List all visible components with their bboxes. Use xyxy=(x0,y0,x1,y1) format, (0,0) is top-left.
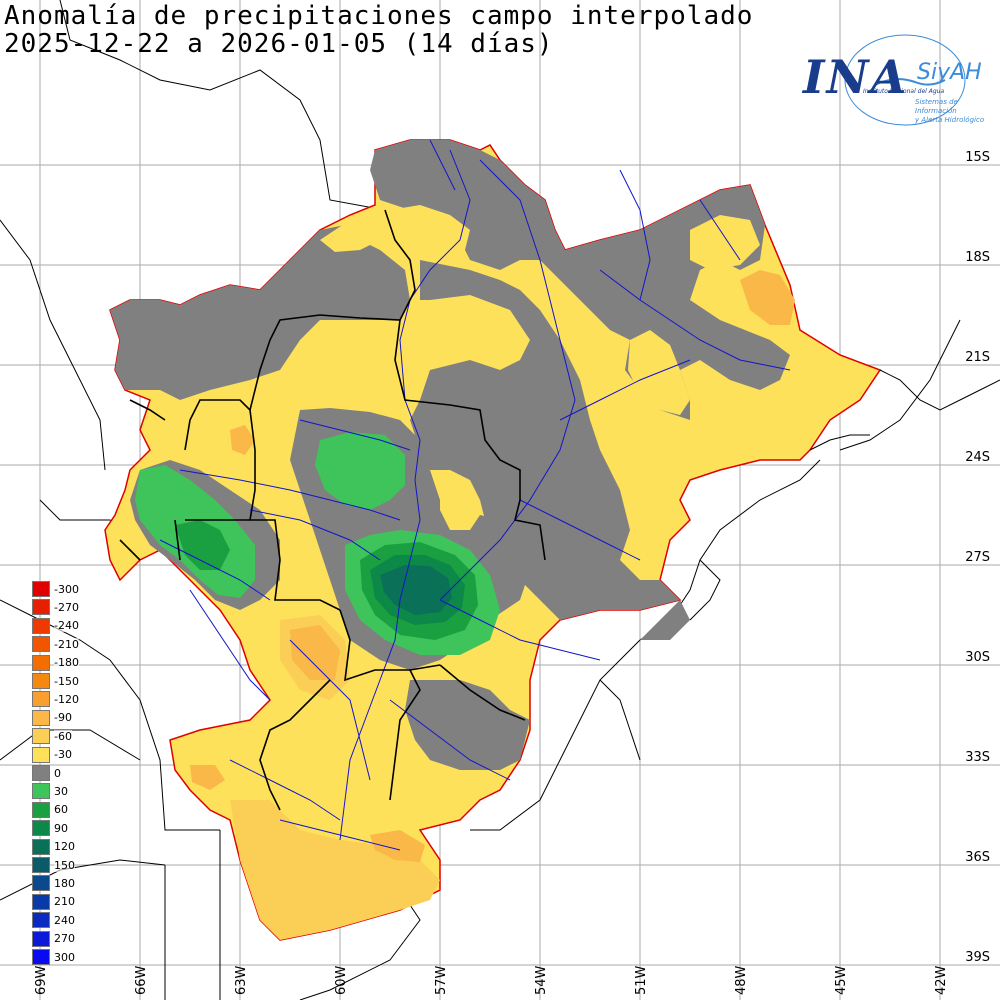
legend-item: 0 xyxy=(32,765,61,781)
legend-item: 90 xyxy=(32,820,68,837)
legend-label: 60 xyxy=(54,803,68,817)
ina-siyah-logo: INA SiyAH Instituto Nacional del Agua Si… xyxy=(795,30,995,130)
legend-item: -210 xyxy=(32,636,79,653)
legend-swatch xyxy=(32,875,50,892)
legend-item: 270 xyxy=(32,930,75,947)
latitude-label: 21S xyxy=(965,350,990,365)
legend-item: -120 xyxy=(32,691,79,708)
legend-swatch xyxy=(32,599,50,616)
legend-item: 240 xyxy=(32,912,75,929)
legend-label: -180 xyxy=(54,656,79,670)
legend-item: -30 xyxy=(32,746,72,763)
logo-siyah-text: SiyAH xyxy=(917,60,982,85)
legend-swatch xyxy=(32,801,50,818)
logo-tagline-line2: y Alerta Hidrológico xyxy=(915,116,985,124)
rivers xyxy=(159,139,791,851)
legend-item: -240 xyxy=(32,617,79,634)
legend-item: -180 xyxy=(32,654,79,671)
legend-swatch xyxy=(32,820,50,837)
legend-swatch xyxy=(32,838,50,855)
legend-label: -120 xyxy=(54,692,79,706)
legend-swatch xyxy=(32,949,50,965)
legend-item: -60 xyxy=(32,728,72,745)
legend-item: -90 xyxy=(32,709,72,726)
legend-label: 210 xyxy=(54,895,75,909)
latitude-label: 27S xyxy=(965,550,990,565)
legend-swatch xyxy=(32,930,50,947)
legend-item: 300 xyxy=(32,949,75,965)
legend-label: -210 xyxy=(54,637,79,651)
legend-item: -150 xyxy=(32,673,79,689)
legend-swatch xyxy=(32,673,50,689)
anomaly-field xyxy=(104,139,882,941)
logo-tagline-line1: Sistemas de Información xyxy=(915,98,958,115)
legend-label: 240 xyxy=(54,913,75,927)
legend-item: 180 xyxy=(32,875,75,892)
legend-label: -300 xyxy=(54,582,79,596)
legend-swatch xyxy=(32,783,50,800)
logo-subtitle: Instituto Nacional del Agua xyxy=(863,88,945,95)
legend-item: 60 xyxy=(32,801,68,818)
legend-swatch xyxy=(32,636,50,653)
legend-label: 300 xyxy=(54,950,75,964)
legend-item: 210 xyxy=(32,893,75,910)
legend-label: -30 xyxy=(54,748,72,762)
legend-item: -300 xyxy=(32,581,79,597)
map-title: Anomalía de precipitaciones campo interp… xyxy=(4,1,754,31)
legend-label: 180 xyxy=(54,876,75,890)
legend-item: 30 xyxy=(32,783,68,800)
latitude-label: 39S xyxy=(965,950,990,965)
legend-label: -240 xyxy=(54,619,79,633)
legend-swatch xyxy=(32,728,50,745)
legend-swatch xyxy=(32,691,50,708)
legend-swatch xyxy=(32,617,50,634)
legend-label: -150 xyxy=(54,674,79,688)
legend-item: 120 xyxy=(32,838,75,855)
legend-label: -270 xyxy=(54,600,79,614)
logo-swoosh-icon xyxy=(844,34,966,126)
latitude-label: 33S xyxy=(965,750,990,765)
legend-swatch xyxy=(32,654,50,671)
legend-label: -60 xyxy=(54,729,72,743)
legend-item: -270 xyxy=(32,599,79,616)
coastline xyxy=(599,369,1000,761)
latitude-label: 30S xyxy=(965,650,990,665)
legend-label: 0 xyxy=(54,766,61,780)
legend-swatch xyxy=(32,581,50,597)
map-period: 2025-12-22 a 2026-01-05 (14 días) xyxy=(4,29,554,59)
legend-item: 150 xyxy=(32,857,75,873)
legend-swatch xyxy=(32,912,50,929)
latitude-label: 18S xyxy=(965,250,990,265)
legend-label: -90 xyxy=(54,711,72,725)
legend-swatch xyxy=(32,857,50,873)
legend-label: 30 xyxy=(54,784,68,798)
legend-swatch xyxy=(32,893,50,910)
latitude-label: 15S xyxy=(965,150,990,165)
legend-swatch xyxy=(32,765,50,781)
logo-tagline: Sistemas de Información y Alerta Hidroló… xyxy=(915,98,995,125)
legend-label: 120 xyxy=(54,840,75,854)
latitude-label: 24S xyxy=(965,450,990,465)
legend-label: 150 xyxy=(54,858,75,872)
latitude-label: 36S xyxy=(965,850,990,865)
internal-borders xyxy=(119,209,546,811)
legend-label: 90 xyxy=(54,821,68,835)
logo-ina-text: INA xyxy=(803,50,909,104)
legend-swatch xyxy=(32,746,50,763)
legend-label: 270 xyxy=(54,932,75,946)
legend-swatch xyxy=(32,709,50,726)
